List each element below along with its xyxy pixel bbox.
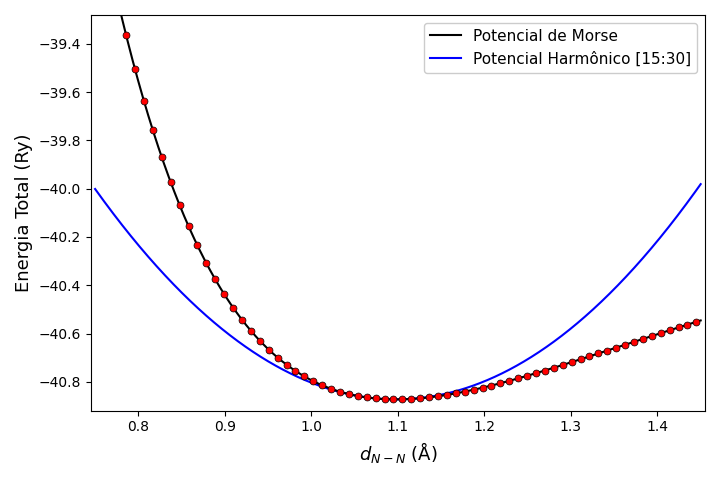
X-axis label: $d_{N-N}$ (Å): $d_{N-N}$ (Å) (359, 440, 437, 465)
Y-axis label: Energia Total (Ry): Energia Total (Ry) (15, 133, 33, 292)
Line: Potencial de Morse: Potencial de Morse (95, 0, 701, 399)
Potencial de Morse (385, 396, 394, 402)
Potencial Harmônico [15:30] (91, 186, 99, 192)
Potencial Harmônico [15:30] (679, 205, 688, 211)
Potencial Harmônico [15:30] (385, 396, 394, 402)
Potencial Harmônico [15:30] (568, 324, 577, 330)
Potencial de Morse (696, 318, 705, 324)
Potencial de Morse (568, 359, 577, 365)
Legend: Potencial de Morse, Potencial Harmônico [15:30]: Potencial de Morse, Potencial Harmônico … (424, 23, 698, 72)
Potencial Harmônico [15:30] (392, 396, 400, 402)
Potencial Harmônico [15:30] (369, 396, 378, 401)
Potencial de Morse (369, 396, 378, 401)
Potencial Harmônico [15:30] (696, 181, 705, 187)
Potencial de Morse (679, 323, 688, 329)
Potencial de Morse (392, 396, 400, 402)
Potencial de Morse (679, 323, 688, 329)
Line: Potencial Harmônico [15:30]: Potencial Harmônico [15:30] (95, 184, 701, 399)
Potencial Harmônico [15:30] (122, 227, 130, 233)
Potencial de Morse (122, 32, 130, 37)
Potencial Harmônico [15:30] (679, 205, 688, 211)
